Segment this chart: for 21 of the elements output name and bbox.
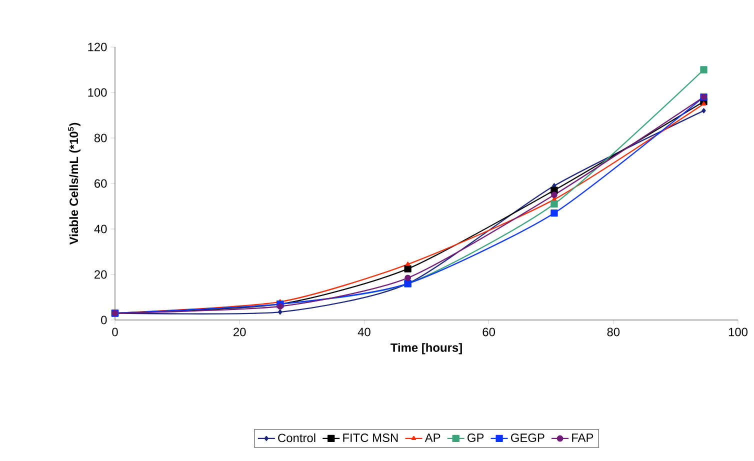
legend-label: GEGP — [510, 434, 544, 442]
x-tick-label: 80 — [607, 328, 620, 336]
y-tick-label: 40 — [94, 224, 107, 234]
x-tick-label: 20 — [234, 328, 246, 336]
y-tick-label: 80 — [94, 134, 107, 142]
y-tick-label: 120 — [88, 42, 107, 52]
y-tick-label: 100 — [88, 88, 107, 97]
legend-label: Control — [278, 433, 316, 442]
y-tick-label: 20 — [94, 270, 107, 279]
y-tick-label: 0 — [101, 316, 107, 324]
x-tick-label: 60 — [482, 328, 495, 336]
legend-label: FITC MSN — [343, 434, 398, 442]
y-tick-label: 60 — [94, 179, 107, 188]
legend-label: GP — [468, 434, 484, 442]
x-tick-label: 40 — [358, 328, 370, 336]
x-tick-label: 100 — [728, 328, 748, 336]
x-tick-label: 0 — [112, 328, 118, 336]
y-axis-title: Viable Cells/mL (*10$^{5}$) — [68, 122, 80, 245]
x-axis-title: Time [hours] — [390, 343, 462, 354]
legend-label: AP — [424, 434, 440, 442]
legend-label: FAP — [572, 434, 594, 442]
